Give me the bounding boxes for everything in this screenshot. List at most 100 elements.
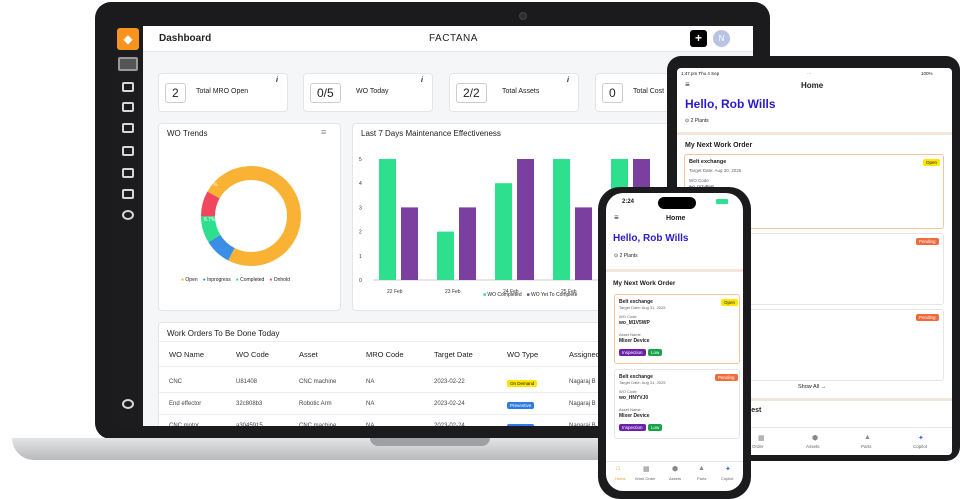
tab-copilot[interactable]: Copilot	[913, 444, 928, 449]
table-cell: Preventive	[507, 402, 535, 409]
assets-icon: ⬢	[812, 435, 819, 442]
tag-priority: Low	[648, 424, 663, 431]
x-tick-label: 23 Feb	[445, 289, 461, 295]
x-tick-label: 25 Feb	[561, 289, 577, 295]
logo-icon[interactable]: ◆	[117, 28, 139, 50]
home-icon: ⌂	[616, 465, 621, 472]
tab-parts[interactable]: Parts	[697, 476, 707, 481]
kpi-card-mro[interactable]: 2 Total MRO Open i	[158, 73, 288, 112]
legend-wo-completed[interactable]: ■ WO Completed	[483, 292, 522, 298]
plants-label[interactable]: ⊙ 2 Plants	[685, 118, 709, 124]
show-all-link[interactable]: Show All →	[798, 384, 827, 390]
menu-icon[interactable]: ≡	[321, 127, 327, 137]
kpi-value: 0	[602, 83, 623, 103]
tag-inspection: Inspection	[619, 349, 646, 356]
table-cell: 32c808b3	[236, 401, 263, 407]
table-cell: CNC	[169, 379, 182, 385]
kpi-value: 2/2	[456, 83, 487, 103]
legend-open[interactable]: ● Open	[181, 277, 198, 283]
column-header[interactable]: Asset	[299, 350, 318, 359]
sidebar-support-icon[interactable]	[122, 399, 134, 409]
donut-slice-open[interactable]	[201, 166, 301, 266]
info-icon[interactable]: i	[567, 77, 569, 84]
y-tick-label: 1	[359, 254, 362, 260]
column-header[interactable]: WO Name	[169, 350, 205, 359]
bar-completed[interactable]	[379, 159, 396, 280]
work-order-card[interactable]: Belt exchange Pending Target Date: Aug 3…	[614, 369, 740, 439]
tab-work-order[interactable]: rk Order	[747, 444, 764, 449]
kpi-label: Total MRO Open	[196, 88, 249, 95]
legend-completed[interactable]: ● Completed	[235, 277, 265, 283]
bar-yet-to-complete[interactable]	[401, 207, 418, 280]
status-badge: Open	[721, 299, 739, 306]
y-tick-label: 3	[359, 205, 362, 211]
donut-data-label: 8.7%	[206, 182, 218, 188]
sidebar-workorder-icon[interactable]	[122, 82, 134, 92]
work-order-card[interactable]: Belt exchange Open Target Date: Aug 31, …	[614, 294, 740, 364]
avatar[interactable]: N	[713, 30, 730, 47]
laptop-notch	[370, 438, 490, 446]
sidebar-dashboard-icon[interactable]	[118, 57, 138, 71]
section-title: uest	[747, 407, 762, 414]
y-tick-label: 2	[359, 230, 362, 236]
add-button[interactable]: +	[690, 30, 707, 47]
sidebar-settings-icon[interactable]	[122, 210, 134, 220]
page-title: Dashboard	[159, 33, 212, 44]
tab-copilot[interactable]: Copilot	[721, 476, 734, 481]
tag-priority: Low	[648, 349, 663, 356]
column-header[interactable]: WO Code	[236, 350, 269, 359]
camera	[519, 12, 527, 20]
table-cell: Nagaraj B	[569, 423, 596, 426]
menu-icon[interactable]: ≡	[614, 213, 619, 222]
info-icon[interactable]: i	[276, 77, 278, 84]
x-tick-label: 24 Feb	[503, 289, 519, 295]
sidebar: ◆	[113, 26, 143, 426]
bar-completed[interactable]	[495, 183, 512, 280]
tab-work-order[interactable]: Work Order	[635, 476, 656, 481]
sidebar-calendar-icon[interactable]	[122, 102, 134, 112]
sidebar-inventory-icon[interactable]	[122, 168, 134, 178]
status-time: 1:47 pm Thu 4 Sep	[681, 71, 720, 76]
table-cell: CNC machine	[299, 423, 337, 426]
column-header[interactable]: MRO Code	[366, 350, 404, 359]
tab-home[interactable]: Home	[615, 476, 626, 481]
bar-yet-to-complete[interactable]	[575, 207, 592, 280]
donut-slice-onhold[interactable]	[201, 166, 301, 266]
bar-completed[interactable]	[437, 231, 454, 280]
kpi-card-assets[interactable]: 2/2 Total Assets i	[449, 73, 579, 112]
table-cell: 2023-02-22	[434, 379, 465, 385]
sidebar-report-icon[interactable]	[122, 189, 134, 199]
legend-wo-yet[interactable]: ■ WO Yet To Complete	[526, 292, 578, 298]
column-header[interactable]: Target Date	[434, 350, 473, 359]
bar-yet-to-complete[interactable]	[459, 207, 476, 280]
info-icon[interactable]: i	[421, 77, 423, 84]
asset-name: Mixer Device	[619, 338, 650, 344]
table-cell: a3045915	[236, 423, 263, 426]
tab-assets[interactable]: Assets	[669, 476, 682, 481]
status-time: 2:24	[622, 199, 635, 205]
greeting: Hello, Rob Wills	[685, 97, 776, 111]
status-badge: Pending	[916, 314, 939, 321]
table-cell: Robotic Arm	[299, 401, 332, 407]
wo-date: Target Date: Aug 31, 2025	[619, 305, 666, 310]
kpi-card-wo-today[interactable]: 0/5 WO Today i	[303, 73, 433, 112]
sidebar-chat-icon[interactable]	[122, 123, 134, 133]
legend-onhold[interactable]: ● Onhold	[269, 277, 290, 283]
donut-data-label: 8.7%	[204, 217, 216, 223]
bar-yet-to-complete[interactable]	[517, 159, 534, 280]
tag-inspection: Inspection	[619, 424, 646, 431]
sidebar-asset-icon[interactable]	[122, 146, 134, 156]
x-tick-label: 22 Feb	[387, 289, 403, 295]
plants-label[interactable]: ⊙ 2 Plants	[614, 253, 638, 259]
menu-icon[interactable]: ≡	[685, 80, 690, 89]
tab-assets[interactable]: Assets	[806, 444, 820, 449]
wo-name: Belt exchange	[619, 374, 653, 380]
legend-inprogress[interactable]: ● Inprogress	[202, 277, 231, 283]
donut-chart: 8.7% 8.7% 8.3%	[201, 163, 301, 266]
donut-legend: ● Open ● Inprogress ● Completed ● Onhold	[181, 277, 290, 283]
status-badge: Pending	[916, 238, 939, 245]
column-header[interactable]: Assigned	[569, 350, 600, 359]
bar-completed[interactable]	[553, 159, 570, 280]
column-header[interactable]: WO Type	[507, 350, 539, 359]
tab-parts[interactable]: Parts	[861, 444, 872, 449]
